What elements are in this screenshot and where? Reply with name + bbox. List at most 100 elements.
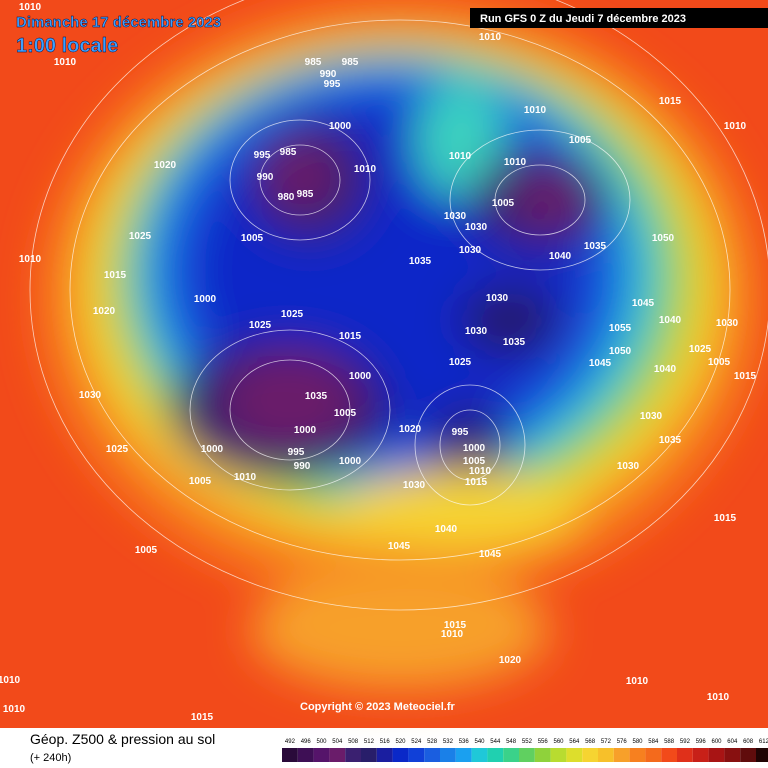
scale-swatch: [756, 748, 768, 762]
isobar-label: 1015: [339, 331, 362, 342]
isobar-label: 1005: [463, 456, 486, 467]
isobar-label: 985: [305, 57, 322, 68]
isobar-label: 1030: [617, 461, 640, 472]
scale-label: 584: [648, 739, 659, 745]
isobar-label: 1010: [524, 105, 547, 116]
isobar-label: 1030: [403, 480, 426, 491]
isobar-label: 1030: [465, 222, 488, 233]
isobar-label: 1010: [54, 57, 77, 68]
scale-swatch: [313, 748, 330, 762]
isobar-label: 1030: [79, 390, 102, 401]
copyright: Copyright © 2023 Meteociel.fr: [300, 701, 456, 713]
scale-label: 612: [759, 739, 768, 745]
scale-swatch: [534, 748, 551, 762]
isobar-label: 1000: [294, 425, 317, 436]
scale-label: 540: [474, 739, 485, 745]
scale-label: 532: [443, 739, 454, 745]
scale-swatch: [677, 748, 693, 762]
scale-label: 520: [395, 739, 406, 745]
isobar-label: 1055: [609, 323, 632, 334]
scale-label: 516: [380, 739, 391, 745]
scale-label: 556: [538, 739, 549, 745]
isobar-label: 1005: [189, 476, 212, 487]
scale-label: 580: [632, 739, 643, 745]
run-box: [470, 8, 768, 28]
isobar-label: 1030: [465, 326, 488, 337]
isobar-label: 990: [294, 461, 311, 472]
isobar-label: 1030: [444, 211, 467, 222]
scale-label: 564: [569, 739, 580, 745]
scale-swatch: [550, 748, 567, 762]
isobar-label: 995: [288, 447, 305, 458]
isobar-label: 1010: [469, 466, 492, 477]
isobar-label: 1025: [281, 309, 304, 320]
scale-swatch: [503, 748, 519, 762]
scale-label: 568: [585, 739, 596, 745]
scale-label: 496: [301, 739, 312, 745]
scale-swatch: [487, 748, 504, 762]
legend-lead: (+ 240h): [30, 752, 71, 764]
isobar-label: 1020: [154, 160, 177, 171]
isobar-label: 1010: [19, 254, 42, 265]
scale-swatch: [598, 748, 614, 762]
scale-swatch: [376, 748, 393, 762]
scale-label: 548: [506, 739, 517, 745]
scale-swatch: [329, 748, 346, 762]
scale-swatch: [361, 748, 377, 762]
isobar-label: 1000: [201, 444, 224, 455]
isobar-label: 1020: [399, 424, 422, 435]
isobar-label: 1030: [640, 411, 663, 422]
isobar-label: 1000: [329, 121, 352, 132]
scale-swatch: [282, 748, 298, 762]
isobar-label: 1020: [499, 655, 522, 666]
run-text: Run GFS 0 Z du Jeudi 7 décembre 2023: [480, 13, 686, 25]
isobar-label: 1040: [435, 524, 458, 535]
isobar-label: 1045: [632, 298, 655, 309]
scale-label: 608: [743, 739, 754, 745]
isobar-label: 1030: [459, 245, 482, 256]
isobar-label: 1010: [626, 676, 649, 687]
scale-label: 500: [316, 739, 327, 745]
isobar-label: 1010: [0, 675, 21, 686]
isobar-label: 1005: [334, 408, 357, 419]
isobar-label: 1010: [441, 629, 464, 640]
isobar-label: 1010: [354, 164, 377, 175]
scale-label: 596: [696, 739, 707, 745]
scale-label: 504: [332, 739, 343, 745]
scale-swatch: [708, 748, 725, 762]
isobar-label: 1010: [234, 472, 257, 483]
time: 1:00 locale: [16, 35, 118, 57]
isobar-label: 990: [320, 69, 337, 80]
isobar-label: 1015: [104, 270, 127, 281]
isobar-label: 1005: [135, 545, 158, 556]
isobar-label: 1005: [708, 357, 731, 368]
scale-label: 536: [459, 739, 470, 745]
isobar-label: 1025: [689, 344, 712, 355]
isobar-label: 1050: [609, 346, 632, 357]
isobar-label: 985: [342, 57, 359, 68]
isobar-label: 1045: [479, 549, 502, 560]
isobar-label: 1045: [388, 541, 411, 552]
isobar-label: 1015: [659, 96, 682, 107]
isobar-label: 1050: [652, 233, 675, 244]
scale-swatch: [661, 748, 677, 762]
isobar-label: 1010: [3, 704, 26, 715]
isobar-label: 1025: [106, 444, 129, 455]
isobar-label: 1020: [93, 306, 116, 317]
scale-label: 604: [727, 739, 738, 745]
isobar-label: 1040: [659, 315, 682, 326]
isobar-label: 1040: [654, 364, 677, 375]
scale-label: 512: [364, 739, 375, 745]
scale-swatch: [692, 748, 709, 762]
isobar-label: 1010: [724, 121, 747, 132]
scale-label: 528: [427, 739, 438, 745]
isobar-label: 1030: [486, 293, 509, 304]
isobar-label: 1005: [569, 135, 592, 146]
isobar-label: 1015: [465, 477, 488, 488]
scale-swatch: [613, 748, 630, 762]
legend-title: Géop. Z500 & pression au sol: [30, 731, 215, 747]
scale-swatch: [471, 748, 488, 762]
scale-swatch: [740, 748, 756, 762]
scale-swatch: [645, 748, 662, 762]
